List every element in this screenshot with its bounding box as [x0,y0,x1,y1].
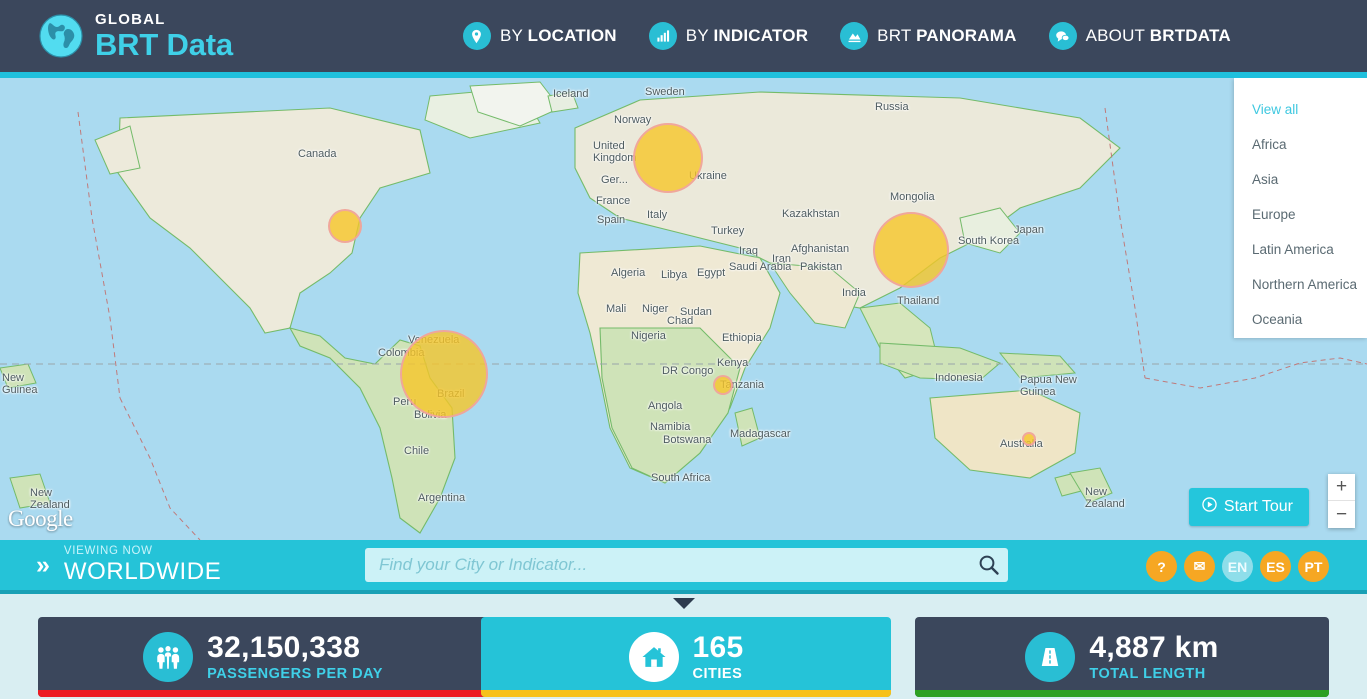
speech-bubble-icon [1048,22,1077,50]
help-button[interactable]: ? [1146,551,1177,582]
double-chevron-icon: » [36,550,50,579]
main-navigation: BY LOCATION BY INDICATOR [462,22,1231,50]
stat-card-passengers[interactable]: 32,150,338 PASSENGERS PER DAY [38,617,488,697]
stat-card-total-length-label: TOTAL LENGTH [1089,665,1206,682]
logo-text: GLOBAL BRT Data [95,12,233,60]
search-field-wrapper [365,548,1008,582]
region-item-northern-america[interactable]: Northern America [1252,277,1358,292]
map-zoom-controls: + − [1328,474,1355,528]
language-en-button[interactable]: EN [1222,551,1253,582]
mountain-chart-icon [840,22,869,50]
site-header: GLOBAL BRT Data BY LOCATION [0,0,1367,72]
region-item-oceania[interactable]: Oceania [1252,312,1303,327]
nav-brt-panorama-label: BRT PANORAMA [877,26,1017,45]
zoom-out-button[interactable]: − [1328,501,1355,528]
stat-card-total-length-accent [915,690,1329,697]
nav-brt-panorama[interactable]: BRT PANORAMA [840,22,1016,50]
region-item-view-all[interactable]: View all [1252,102,1299,117]
region-item-latin-america[interactable]: Latin America [1252,242,1334,257]
language-es-button[interactable]: ES [1260,551,1291,582]
region-item-europe[interactable]: Europe [1252,207,1296,222]
stat-cards-row: 32,150,338 PASSENGERS PER DAY 165 CITIES [0,598,1367,699]
stat-card-total-length-value: 4,887 km [1089,630,1219,664]
search-icon[interactable] [978,554,1000,576]
stat-card-passengers-accent [38,690,488,697]
road-icon [1025,632,1076,682]
search-input[interactable] [365,548,1008,582]
utility-buttons: ? ✉ EN ES PT [1146,551,1329,582]
world-map[interactable]: Iceland Sweden Russia Canada Norway United Kin… [0,78,1367,540]
nav-about-brtdata-label: ABOUT BRTDATA [1085,26,1231,45]
nav-by-indicator[interactable]: BY INDICATOR [648,22,809,50]
zoom-in-button[interactable]: + [1328,474,1355,501]
region-item-africa[interactable]: Africa [1252,137,1287,152]
stat-card-cities-value: 165 [692,630,744,664]
location-pin-icon [462,22,491,50]
site-logo[interactable]: GLOBAL BRT Data [38,12,233,60]
globe-icon [38,13,84,59]
house-icon [628,632,679,682]
people-icon [143,632,194,682]
google-attribution: Google [8,506,73,531]
start-tour-label: Start Tour [1223,498,1293,515]
stat-card-cities[interactable]: 165 CITIES [481,617,891,697]
header-accent-divider [0,72,1367,78]
play-circle-icon [1202,497,1217,517]
map-terrain [0,78,1367,540]
nav-by-location[interactable]: BY LOCATION [462,22,617,50]
start-tour-button[interactable]: Start Tour [1188,488,1309,526]
viewing-now-label: VIEWING NOW [63,544,153,557]
region-filter-panel: View all Africa Asia Europe Latin America Nor… [1234,78,1367,338]
bar-chart-icon [648,22,677,50]
active-card-pointer [672,598,695,609]
viewing-scope-value: WORLDWIDE [63,558,222,586]
region-item-asia[interactable]: Asia [1252,172,1279,187]
stat-card-passengers-label: PASSENGERS PER DAY [207,665,383,682]
stat-card-cities-label: CITIES [692,665,743,682]
stat-card-passengers-value: 32,150,338 [207,630,361,664]
language-pt-button[interactable]: PT [1298,551,1329,582]
stat-card-total-length[interactable]: 4,887 km TOTAL LENGTH [915,617,1329,697]
viewing-now-block: » VIEWING NOW WORLDWIDE [36,544,222,586]
contact-button[interactable]: ✉ [1184,551,1215,582]
logo-brtdata-text: BRT Data [95,27,233,62]
logo-global-text: GLOBAL [95,11,166,28]
nav-about-brtdata[interactable]: ABOUT BRTDATA [1048,22,1231,50]
nav-by-indicator-label: BY INDICATOR [685,26,809,45]
nav-by-location-label: BY LOCATION [499,26,617,45]
stat-card-cities-accent [481,690,891,697]
